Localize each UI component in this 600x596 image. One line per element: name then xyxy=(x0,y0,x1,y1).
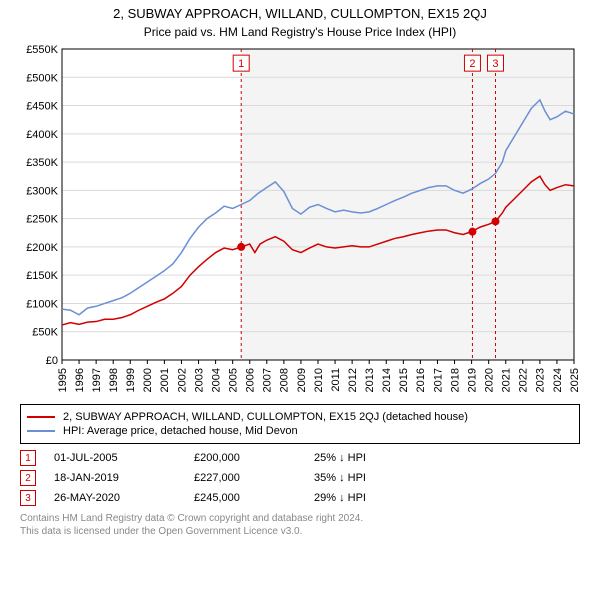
svg-text:1998: 1998 xyxy=(108,368,120,392)
svg-text:2015: 2015 xyxy=(398,368,410,392)
legend-swatch xyxy=(27,416,55,418)
svg-text:2008: 2008 xyxy=(279,368,291,392)
svg-text:2018: 2018 xyxy=(449,368,461,392)
footer-line1: Contains HM Land Registry data © Crown c… xyxy=(20,512,580,525)
svg-text:£400K: £400K xyxy=(26,129,58,141)
legend-label: HPI: Average price, detached house, Mid … xyxy=(63,425,298,437)
svg-text:2024: 2024 xyxy=(552,368,564,392)
svg-text:£300K: £300K xyxy=(26,185,58,197)
svg-text:2000: 2000 xyxy=(142,368,154,392)
event-row: 3 26-MAY-2020£245,00029% ↓ HPI xyxy=(20,490,580,506)
legend-item: HPI: Average price, detached house, Mid … xyxy=(27,425,573,437)
svg-text:2011: 2011 xyxy=(330,368,342,392)
events-table: 1 01-JUL-2005£200,00025% ↓ HPI 2 18-JAN-201… xyxy=(20,450,580,506)
event-diff: 29% ↓ HPI xyxy=(314,492,366,504)
svg-text:2016: 2016 xyxy=(415,368,427,392)
event-price: £200,000 xyxy=(194,452,314,464)
svg-text:2021: 2021 xyxy=(501,368,513,392)
svg-text:£450K: £450K xyxy=(26,101,58,113)
svg-text:1995: 1995 xyxy=(57,368,69,392)
footer-attribution: Contains HM Land Registry data © Crown c… xyxy=(20,512,580,538)
svg-text:2025: 2025 xyxy=(569,368,580,392)
svg-text:2002: 2002 xyxy=(176,368,188,392)
svg-text:2007: 2007 xyxy=(262,368,274,392)
svg-text:2017: 2017 xyxy=(432,368,444,392)
svg-text:£350K: £350K xyxy=(26,157,58,169)
legend-item: 2, SUBWAY APPROACH, WILLAND, CULLOMPTON,… xyxy=(27,411,573,423)
chart-area: £0 £50K £100K £150K £200K £250K £300K £350K £400… xyxy=(20,45,580,400)
event-price: £245,000 xyxy=(194,492,314,504)
svg-text:2010: 2010 xyxy=(313,368,325,392)
legend-swatch xyxy=(27,430,55,432)
svg-text:2003: 2003 xyxy=(193,368,205,392)
svg-text:1996: 1996 xyxy=(74,368,86,392)
event-row: 2 18-JAN-2019£227,00035% ↓ HPI xyxy=(20,470,580,486)
svg-text:£0: £0 xyxy=(46,355,58,367)
svg-text:£50K: £50K xyxy=(32,327,58,339)
svg-text:£150K: £150K xyxy=(26,270,58,282)
svg-text:2023: 2023 xyxy=(535,368,547,392)
event-diff: 25% ↓ HPI xyxy=(314,452,366,464)
event-row: 1 01-JUL-2005£200,00025% ↓ HPI xyxy=(20,450,580,466)
svg-text:2022: 2022 xyxy=(518,368,530,392)
event-date: 01-JUL-2005 xyxy=(54,452,194,464)
svg-text:2013: 2013 xyxy=(364,368,376,392)
chart-title: 2, SUBWAY APPROACH, WILLAND, CULLOMPTON,… xyxy=(0,6,600,21)
svg-text:£500K: £500K xyxy=(26,72,58,84)
svg-text:2005: 2005 xyxy=(228,368,240,392)
svg-text:2009: 2009 xyxy=(296,368,308,392)
svg-text:1997: 1997 xyxy=(91,368,103,392)
svg-text:1999: 1999 xyxy=(125,368,137,392)
svg-text:2014: 2014 xyxy=(381,368,393,392)
svg-text:2006: 2006 xyxy=(245,368,257,392)
event-date: 18-JAN-2019 xyxy=(54,472,194,484)
svg-text:£250K: £250K xyxy=(26,214,58,226)
svg-text:2001: 2001 xyxy=(159,368,171,392)
chart-subtitle: Price paid vs. HM Land Registry's House … xyxy=(0,25,600,39)
svg-text:2004: 2004 xyxy=(210,368,222,392)
event-diff: 35% ↓ HPI xyxy=(314,472,366,484)
svg-text:2: 2 xyxy=(469,58,475,70)
legend-label: 2, SUBWAY APPROACH, WILLAND, CULLOMPTON,… xyxy=(63,411,468,423)
chart-svg: £0 £50K £100K £150K £200K £250K £300K £350K £400… xyxy=(20,45,580,400)
legend-box: 2, SUBWAY APPROACH, WILLAND, CULLOMPTON,… xyxy=(20,404,580,444)
svg-text:2020: 2020 xyxy=(484,368,496,392)
svg-text:3: 3 xyxy=(492,58,498,70)
event-date: 26-MAY-2020 xyxy=(54,492,194,504)
svg-text:2019: 2019 xyxy=(466,368,478,392)
svg-text:1: 1 xyxy=(238,58,244,70)
event-marker-icon: 3 xyxy=(20,490,36,506)
footer-line2: This data is licensed under the Open Gov… xyxy=(20,525,580,538)
svg-text:2012: 2012 xyxy=(347,368,359,392)
event-price: £227,000 xyxy=(194,472,314,484)
svg-text:£200K: £200K xyxy=(26,242,58,254)
event-marker-icon: 1 xyxy=(20,450,36,466)
event-marker-icon: 2 xyxy=(20,470,36,486)
svg-text:£100K: £100K xyxy=(26,298,58,310)
svg-text:£550K: £550K xyxy=(26,45,58,56)
